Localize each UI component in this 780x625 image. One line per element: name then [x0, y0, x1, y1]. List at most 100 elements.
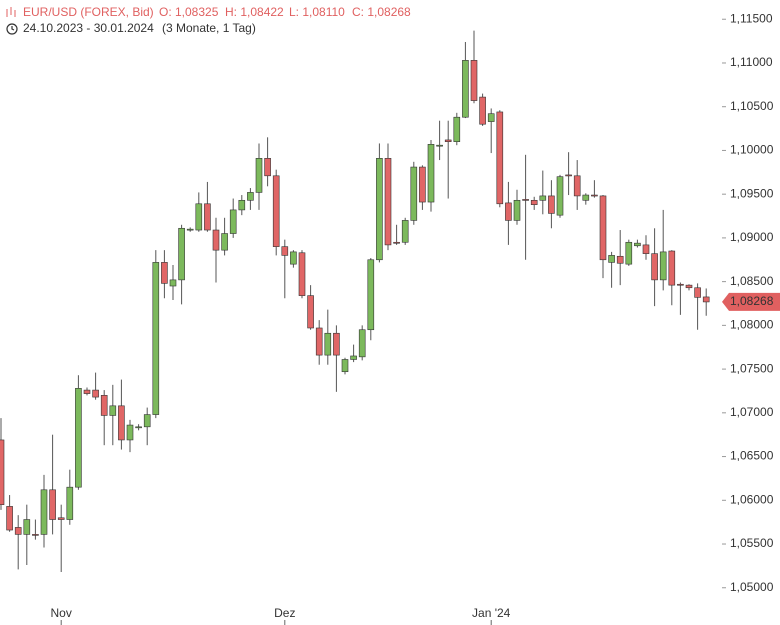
- candle-body: [135, 426, 142, 429]
- candle-body: [126, 424, 134, 441]
- candle-body: [634, 242, 641, 247]
- candle-body: [324, 332, 332, 356]
- candle-body: [49, 489, 56, 520]
- candle-body: [290, 251, 297, 265]
- x-tick-label: Jan '24: [472, 606, 511, 620]
- candle-body: [376, 158, 383, 261]
- candle-body: [255, 158, 263, 193]
- candle-body: [582, 194, 590, 201]
- date-range: 24.10.2023 - 30.01.2024: [23, 21, 154, 35]
- candle-body: [238, 199, 246, 211]
- candle-body: [556, 176, 564, 216]
- low-label: L: 1,08110: [289, 5, 345, 19]
- candle-body: [401, 220, 409, 243]
- candle-body: [599, 195, 607, 261]
- candle-body: [453, 116, 461, 142]
- close-label: C: 1,08268: [352, 5, 411, 19]
- y-tick-label: 1,10500: [730, 99, 774, 113]
- candle-body: [410, 166, 418, 221]
- candle-body: [14, 527, 22, 535]
- candle-body: [100, 395, 108, 416]
- candle-body: [75, 388, 82, 488]
- y-tick-label: 1,05000: [730, 580, 774, 594]
- candle-body: [530, 199, 538, 205]
- candle-body: [384, 158, 392, 246]
- candle-body: [608, 255, 615, 263]
- candle-body: [616, 255, 624, 264]
- candle-body: [625, 241, 633, 265]
- x-tick-label: Dez: [274, 606, 295, 620]
- candle-body: [505, 202, 512, 221]
- candle-body: [281, 246, 289, 256]
- candle-body: [539, 195, 547, 201]
- candle-body: [393, 241, 400, 244]
- period: (3 Monate, 1 Tag): [162, 21, 256, 35]
- y-tick-label: 1,06500: [730, 449, 774, 463]
- y-tick-label: 1,11000: [730, 55, 773, 69]
- candle-body: [315, 327, 323, 356]
- candle-body: [161, 262, 168, 284]
- y-tick-label: 1,07000: [730, 405, 774, 419]
- candle-body: [152, 262, 160, 415]
- candle-body: [565, 174, 572, 177]
- candle-body: [178, 227, 185, 281]
- candle-body: [548, 195, 555, 214]
- candle-body: [522, 199, 529, 201]
- y-tick-label: 1,08000: [730, 318, 774, 332]
- candle-body: [444, 139, 452, 142]
- candle-body: [685, 284, 693, 289]
- candle-body: [23, 519, 31, 535]
- candle-body: [118, 405, 125, 441]
- candle-body: [677, 283, 684, 286]
- candle-body: [40, 489, 48, 535]
- candle-body: [66, 486, 74, 520]
- candle-body: [229, 209, 237, 234]
- y-tick-label: 1,08500: [730, 274, 774, 288]
- y-tick-label: 1,05500: [730, 536, 774, 550]
- candle-body: [83, 389, 91, 394]
- candle-body: [427, 144, 435, 203]
- high-label: H: 1,08422: [225, 5, 284, 19]
- candle-body: [436, 144, 443, 147]
- candle-body: [367, 259, 375, 331]
- candle-body: [462, 60, 469, 118]
- candle-body: [298, 252, 306, 296]
- y-tick-label: 1,09500: [730, 186, 774, 200]
- candle-body: [92, 389, 99, 398]
- candle-body: [272, 175, 280, 247]
- candle-body: [333, 332, 340, 356]
- candle-body: [212, 229, 220, 251]
- candle-body: [694, 287, 701, 298]
- candle-body: [487, 113, 495, 122]
- candle-body: [195, 203, 203, 231]
- candle-body: [143, 414, 151, 428]
- candle-body: [659, 251, 667, 281]
- last-price-marker: [722, 292, 780, 311]
- candle-body: [0, 439, 5, 505]
- candle-body: [496, 111, 504, 205]
- candle-body: [341, 359, 349, 373]
- last-price-label: 1,08268: [730, 294, 774, 308]
- candle-body: [479, 96, 486, 125]
- candle-body: [186, 228, 194, 231]
- candle-body: [513, 199, 521, 221]
- y-tick-label: 1,07500: [730, 361, 774, 375]
- candle-body: [32, 534, 39, 536]
- y-tick-label: 1,09000: [730, 230, 774, 244]
- candle-body: [169, 279, 177, 287]
- candle-body: [668, 250, 676, 286]
- y-tick-label: 1,11500: [730, 11, 773, 25]
- x-tick-label: Nov: [51, 606, 72, 620]
- chart-title: EUR/USD (FOREX, Bid): [23, 5, 154, 19]
- symbol-icon: [6, 7, 16, 17]
- candle-body: [573, 175, 581, 197]
- candle-body: [651, 253, 658, 281]
- open-label: O: 1,08325: [159, 5, 219, 19]
- candle-body: [57, 517, 65, 520]
- candle-body: [247, 192, 254, 201]
- candle-body: [642, 244, 650, 254]
- candle-body: [264, 158, 271, 177]
- candle-body: [307, 295, 314, 329]
- candle-body: [6, 506, 13, 531]
